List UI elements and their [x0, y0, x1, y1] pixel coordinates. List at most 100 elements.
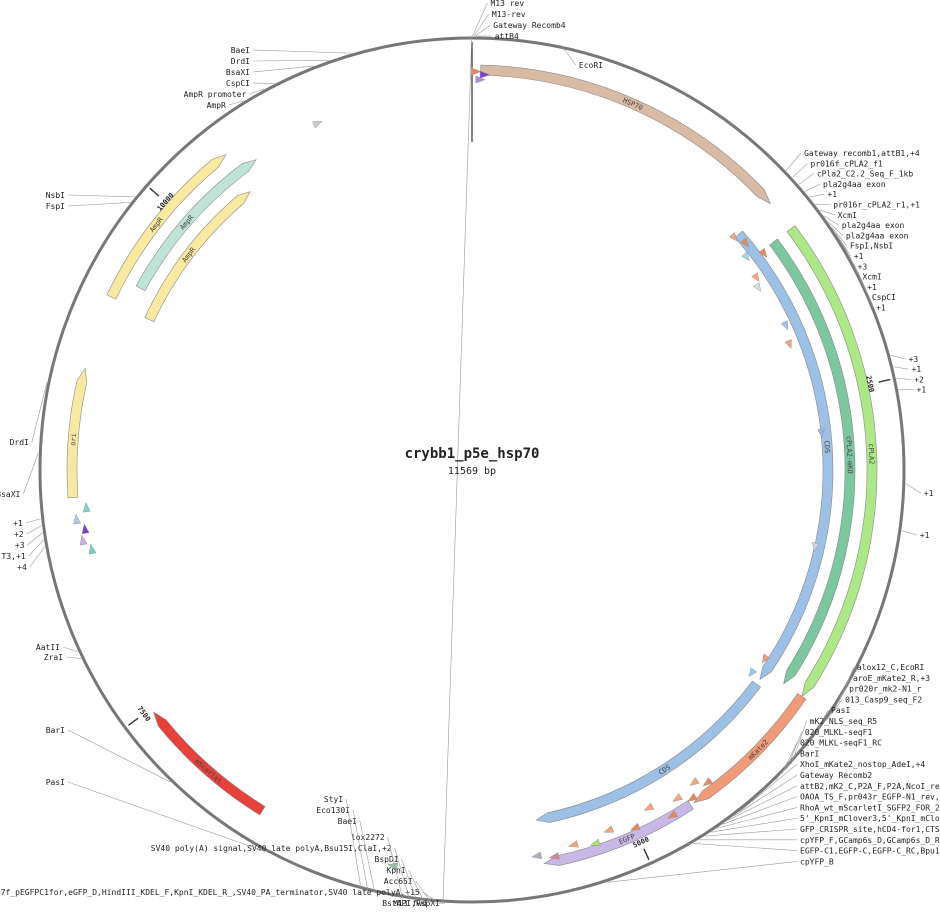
primer-marker[interactable] — [603, 825, 615, 833]
site-label[interactable]: Gateway recomb1,attB1,+4 — [804, 149, 920, 158]
primer-marker[interactable] — [312, 121, 323, 129]
primer-marker[interactable] — [643, 802, 655, 811]
site-label[interactable]: 5'_KpnI_mClover3,5'_KpnI_mClover3_2 — [800, 814, 940, 823]
site-label[interactable]: CspCI — [872, 293, 896, 302]
feature-arc-ampr[interactable] — [144, 191, 251, 323]
feature-arc-hsp70[interactable] — [480, 64, 771, 205]
site-label[interactable]: M13-rev — [492, 10, 526, 19]
feature-arc-ampr[interactable] — [106, 153, 227, 300]
site-label[interactable]: XcmI — [862, 273, 881, 282]
site-label[interactable]: AmpR — [207, 101, 226, 110]
feature-arc-ori[interactable] — [66, 367, 87, 499]
primer-marker[interactable] — [812, 542, 820, 552]
site-label[interactable]: pla2g4aa exon — [842, 221, 905, 230]
site-label[interactable]: +1 — [867, 283, 877, 292]
primer-marker[interactable] — [479, 70, 491, 79]
primer-marker[interactable] — [672, 793, 683, 802]
site-label[interactable]: +1 — [13, 519, 23, 528]
feature-arc-mscarlet[interactable] — [153, 711, 266, 816]
site-label[interactable]: XhoI_mKate2_nostop_AdeI,+4 — [800, 760, 925, 769]
site-label[interactable]: +1 — [827, 190, 837, 199]
site-label[interactable]: M13 fwd — [393, 899, 427, 908]
site-label[interactable]: BspDI — [375, 855, 399, 864]
site-label[interactable]: SV40 poly(A) signal,SV40 late polyA,Bsu1… — [151, 844, 392, 853]
site-label[interactable]: GFP_CRISPR_site,hCD4-for1,CTS40R_For1,CT… — [800, 825, 940, 834]
site-label[interactable]: cpYFP_F,GCamp6s_D,GCamp6s_D_RC — [800, 836, 940, 845]
site-label[interactable]: Eco130I — [316, 806, 350, 815]
primer-marker[interactable] — [567, 840, 579, 848]
site-label[interactable]: T3,+1 — [2, 552, 26, 561]
site-label[interactable]: pr016r_cPLA2_r1,+1 — [833, 201, 920, 210]
site-label[interactable]: DrdI — [231, 57, 250, 66]
site-label[interactable]: FspI — [46, 202, 65, 211]
site-label[interactable]: pr087f_pEGFPC1for,eGFP_D,HindIII_KDEL_F,… — [0, 888, 420, 897]
primer-marker[interactable] — [667, 810, 679, 819]
site-label[interactable]: +1 — [917, 386, 927, 395]
site-label[interactable]: +2 — [914, 375, 924, 384]
site-label[interactable]: pr020r_mk2-N1_r — [849, 685, 921, 694]
site-label[interactable]: Gateway Recomb4 — [493, 21, 565, 30]
site-label[interactable]: FspI,NsbI — [850, 242, 894, 251]
site-label[interactable]: AmpR promoter — [184, 90, 247, 99]
site-label[interactable]: Gateway Recomb2 — [800, 771, 872, 780]
site-label[interactable]: BstAPI,PspXI — [382, 899, 440, 908]
feature-arc-cpla2-mko[interactable] — [769, 238, 856, 685]
primer-marker[interactable] — [629, 822, 641, 831]
site-label[interactable]: cpYFP_B — [800, 857, 834, 866]
site-label[interactable]: 020_MLKL-seqF1_RC — [800, 739, 882, 748]
site-label[interactable]: +3 — [858, 262, 868, 271]
site-label[interactable]: 013_Casp9_seq_F2 — [845, 695, 922, 704]
site-label[interactable]: +2 — [14, 530, 24, 539]
primer-marker[interactable] — [753, 282, 761, 292]
site-label[interactable]: BarI — [800, 749, 819, 758]
site-label[interactable]: StyI — [324, 795, 343, 804]
primer-marker[interactable] — [784, 339, 792, 349]
site-label[interactable]: 020_MLKL-seqF1 — [805, 728, 873, 737]
primer-marker[interactable] — [702, 777, 714, 787]
site-label[interactable]: PasI — [831, 706, 850, 715]
feature-arc-cds[interactable] — [734, 230, 834, 681]
primer-marker[interactable] — [73, 513, 81, 525]
primer-marker[interactable] — [780, 320, 788, 331]
primer-marker[interactable] — [79, 534, 88, 546]
site-label[interactable]: EGFP-C1,EGFP-C,EGFP-C_RC,Bpu10I,Bpu10I — [800, 847, 940, 856]
site-label[interactable]: +1 — [876, 304, 886, 313]
site-label[interactable]: +3 — [15, 541, 25, 550]
site-label[interactable]: attB4 — [495, 32, 519, 41]
site-label[interactable]: pla2g4aa exon — [846, 231, 909, 240]
primer-marker[interactable] — [548, 852, 560, 860]
site-label[interactable]: pla2g4aa exon — [823, 180, 886, 189]
feature-arc-ampr[interactable] — [135, 159, 257, 292]
primer-marker[interactable] — [741, 251, 750, 262]
site-label[interactable]: M13 rev — [490, 0, 524, 8]
primer-marker[interactable] — [817, 428, 825, 439]
site-label[interactable]: aroE_mKate2_R,+3 — [853, 674, 930, 683]
site-label[interactable]: BsaXI — [226, 68, 250, 77]
site-label[interactable]: RhoA_wt_mScarletI_SGFP2_FOR_2 — [800, 803, 940, 812]
primer-marker[interactable] — [751, 272, 760, 282]
site-label[interactable]: BsaXI — [0, 490, 21, 499]
site-label[interactable]: +1 — [920, 531, 930, 540]
site-label[interactable]: +1 — [854, 252, 864, 261]
primer-marker[interactable] — [81, 523, 90, 535]
primer-marker[interactable] — [748, 667, 758, 677]
site-label[interactable]: EcoRI — [579, 61, 603, 70]
site-label[interactable]: attB2,mK2_C,P2A_F,P2A,NcoI_removal_A — [800, 782, 940, 791]
feature-arc-mkate2[interactable] — [693, 693, 807, 804]
site-label[interactable]: ZraI — [44, 653, 63, 662]
primer-marker[interactable] — [471, 67, 482, 76]
primer-marker[interactable] — [589, 838, 601, 846]
feature-arc-cds[interactable] — [535, 680, 761, 823]
site-label[interactable]: NsbI — [46, 191, 65, 200]
site-label[interactable]: mK2_NLS_seq_R5 — [810, 717, 878, 726]
site-label[interactable]: XcmI — [838, 211, 857, 220]
primer-marker[interactable] — [689, 777, 700, 786]
site-label[interactable]: lox2272 — [351, 833, 385, 842]
site-label[interactable]: BarI — [46, 726, 65, 735]
primer-marker[interactable] — [740, 237, 749, 248]
primer-marker[interactable] — [687, 792, 698, 802]
primer-marker[interactable] — [531, 851, 542, 860]
primer-marker[interactable] — [758, 247, 768, 258]
site-label[interactable]: AatII — [36, 643, 60, 652]
primer-marker[interactable] — [88, 543, 97, 555]
